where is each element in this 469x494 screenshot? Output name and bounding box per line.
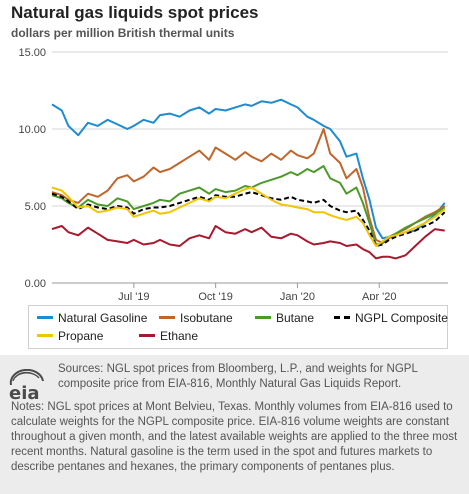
sources-note: Sources: NGL spot prices from Bloomberg,…	[58, 363, 418, 390]
legend-label: Isobutane	[180, 311, 233, 325]
chart-title: Natural gas liquids spot prices	[11, 3, 259, 22]
legend-swatch	[334, 316, 350, 320]
notes-text: Notes: NGL spot prices at Mont Belvieu, …	[11, 401, 458, 473]
line-chart: 15.00 10.00 5.00 0.00 Jul '19 Oct '19 Jan '20…	[18, 47, 448, 300]
y-axis-ticks: 15.00 10.00 5.00 0.00	[18, 47, 46, 290]
series-line-propane	[51, 186, 446, 247]
series-line-isobutane	[51, 128, 446, 244]
legend-label: NGPL Composite	[355, 311, 448, 325]
legend-label: Ethane	[160, 329, 199, 343]
grid-lines	[52, 51, 448, 284]
legend-swatch	[255, 316, 271, 320]
chart-legend: Natural Gasoline Isobutane Butane NGPL C…	[28, 305, 448, 349]
legend-item-isobutane[interactable]: Isobutane	[159, 311, 233, 325]
x-axis-ticks: Jul '19 Oct '19 Jan '20 Apr '20	[118, 283, 397, 300]
legend-label: Natural Gasoline	[58, 311, 148, 325]
y-tick-label: 10.00	[18, 124, 46, 136]
legend-item-natural-gasoline[interactable]: Natural Gasoline	[37, 311, 147, 325]
x-tick-label: Apr '20	[362, 291, 397, 300]
series-line-natural-gasoline	[51, 98, 446, 240]
legend-swatch	[139, 334, 155, 338]
legend-label: Butane	[276, 311, 315, 325]
chart-footer: eia Sources: NGL spot prices from Bloomb…	[0, 355, 469, 494]
legend-swatch	[37, 316, 53, 320]
y-tick-label: 0.00	[25, 278, 46, 290]
y-tick-label: 5.00	[25, 201, 46, 213]
legend-item-propane[interactable]: Propane	[37, 329, 103, 343]
legend-label: Propane	[58, 329, 104, 343]
y-tick-label: 15.00	[18, 47, 46, 59]
legend-item-ngpl-composite[interactable]: NGPL Composite	[334, 311, 448, 325]
series-line-ethane	[51, 225, 445, 260]
legend-item-ethane[interactable]: Ethane	[139, 329, 198, 343]
series-line-butane	[51, 165, 446, 246]
legend-item-butane[interactable]: Butane	[255, 311, 314, 325]
chart-subtitle: dollars per million British thermal unit…	[11, 26, 235, 40]
legend-swatch	[159, 316, 175, 320]
series-lines	[51, 98, 446, 260]
x-tick-label: Jul '19	[118, 291, 149, 300]
eia-logo-icon	[9, 369, 44, 386]
x-tick-label: Jan '20	[280, 291, 315, 300]
legend-swatch	[37, 334, 53, 338]
x-tick-label: Oct '19	[198, 291, 233, 300]
series-line-ngpl-composite	[51, 191, 446, 247]
eia-logo-text: eia	[9, 383, 40, 404]
